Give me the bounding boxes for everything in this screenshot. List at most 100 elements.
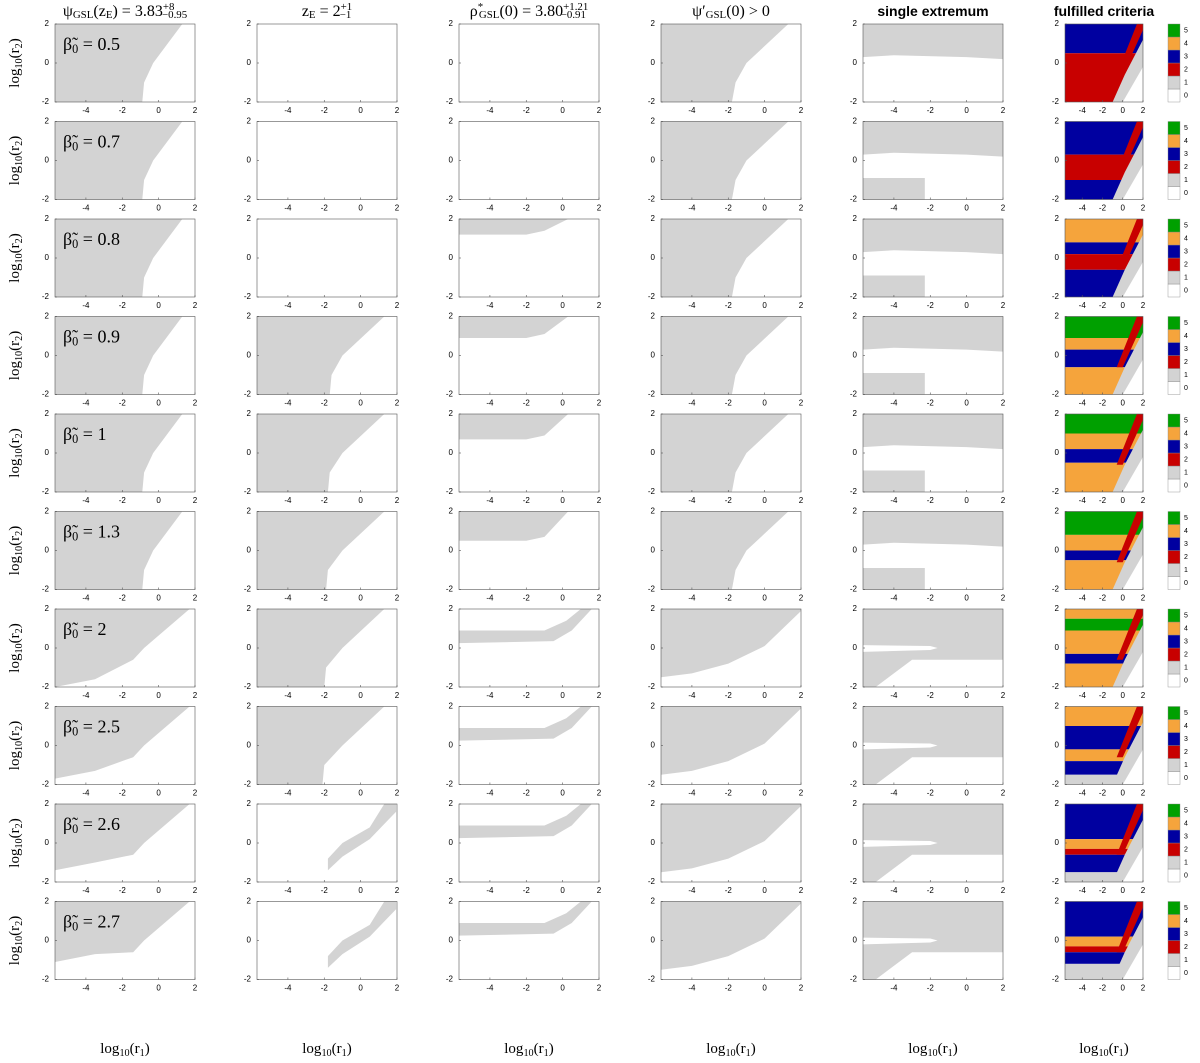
colorbar-label: 2 — [1184, 554, 1188, 561]
x-tick-label: 0 — [1121, 886, 1126, 895]
colorbar-label: 4 — [1184, 138, 1188, 145]
y-tick-label: -2 — [850, 682, 858, 691]
x-tick-label: 2 — [1001, 399, 1006, 408]
panel — [863, 414, 1003, 492]
text-part: 2 — [14, 531, 25, 536]
y-tick-label: 2 — [853, 312, 858, 321]
colorbar-label: 5 — [1184, 27, 1188, 34]
panel-frame — [256, 218, 398, 298]
x-tick-label: -2 — [1099, 106, 1107, 115]
panel — [1065, 706, 1143, 785]
region — [1122, 66, 1143, 102]
y-tick-label: 2 — [1055, 312, 1060, 321]
y-tick-label: -2 — [648, 97, 656, 106]
panel — [327, 804, 397, 871]
y-tick-label: 2 — [853, 799, 858, 808]
x-tick-label: -2 — [321, 496, 329, 505]
y-tick-label: 2 — [651, 799, 656, 808]
colorbar-label: 3 — [1184, 638, 1188, 645]
colorbar-label: 0 — [1184, 92, 1188, 99]
x-tick-label: 2 — [1001, 886, 1006, 895]
panel-frame — [458, 23, 600, 103]
y-tick-label: 0 — [45, 936, 50, 945]
text-part: log — [7, 946, 23, 966]
x-tick-label: 2 — [1001, 594, 1006, 603]
text-part: 0 — [72, 237, 78, 251]
x-tick-label: 2 — [395, 106, 400, 115]
panel — [1065, 511, 1143, 590]
y-tick-label: 2 — [853, 409, 858, 418]
x-tick-label: 2 — [193, 301, 198, 310]
x-tick-label: -4 — [1079, 594, 1087, 603]
text-part: 2 — [14, 433, 25, 438]
region — [661, 609, 801, 678]
y-tick-label: 2 — [45, 409, 50, 418]
y-tick-label: 0 — [449, 546, 454, 555]
text-part: = 2 — [78, 619, 106, 639]
colorbar-cell — [1167, 901, 1181, 915]
y-axis-label: log10(r2) — [7, 623, 24, 672]
y-tick-label: 2 — [651, 214, 656, 223]
colorbar-label: 1 — [1184, 859, 1188, 866]
region — [863, 316, 1003, 352]
x-axis-label: log10(r1) — [706, 1041, 755, 1058]
x-tick-label: -4 — [82, 301, 90, 310]
x-tick-label: 2 — [1141, 789, 1146, 798]
x-tick-label: 0 — [762, 984, 767, 993]
x-tick-label: 0 — [358, 594, 363, 603]
panel — [1065, 804, 1143, 882]
x-tick-label: 2 — [1001, 204, 1006, 213]
x-tick-label: -4 — [486, 204, 494, 213]
colorbar-cell — [1167, 23, 1181, 38]
panel — [55, 609, 190, 687]
x-tick-label: 2 — [799, 106, 804, 115]
colorbar-cell — [1167, 868, 1181, 883]
x-tick-label: 0 — [358, 789, 363, 798]
region — [1122, 164, 1143, 200]
x-tick-label: -4 — [284, 984, 292, 993]
panel — [459, 316, 569, 338]
colorbar-cell — [1167, 342, 1181, 356]
x-tick-label: -4 — [284, 789, 292, 798]
colorbar-cell — [1167, 329, 1181, 343]
region — [661, 706, 801, 775]
y-tick-label: 0 — [449, 58, 454, 67]
y-tick-label: -2 — [244, 487, 252, 496]
colorbar-cell — [1167, 231, 1181, 246]
x-tick-label: -4 — [1079, 886, 1087, 895]
x-tick-label: -2 — [1099, 691, 1107, 700]
region — [459, 511, 569, 541]
x-tick-label: 2 — [395, 496, 400, 505]
region — [1065, 24, 1143, 54]
y-tick-label: 0 — [1055, 156, 1060, 165]
y-tick-label: 2 — [45, 312, 50, 321]
y-tick-label: 2 — [853, 117, 858, 126]
y-axis-label: log10(r2) — [7, 526, 24, 575]
x-tick-label: -2 — [1099, 301, 1107, 310]
colorbar-cell — [1167, 257, 1181, 272]
x-tick-label: 0 — [762, 594, 767, 603]
region — [459, 804, 592, 839]
colorbar-label: 5 — [1184, 515, 1188, 522]
region — [1122, 554, 1143, 590]
region — [459, 316, 569, 338]
region — [661, 219, 789, 297]
colorbar-label: 2 — [1184, 456, 1188, 463]
x-tick-label: -4 — [688, 789, 696, 798]
x-tick-label: 0 — [560, 301, 565, 310]
y-tick-label: 0 — [247, 58, 252, 67]
y-tick-label: 2 — [1055, 604, 1060, 613]
region — [1065, 414, 1143, 434]
x-tick-label: -2 — [523, 301, 531, 310]
colorbar-label: 1 — [1184, 469, 1188, 476]
y-tick-label: 0 — [449, 156, 454, 165]
y-tick-label: 0 — [247, 546, 252, 555]
y-tick-label: 2 — [247, 799, 252, 808]
y-tick-label: 0 — [45, 546, 50, 555]
y-tick-label: -2 — [1052, 487, 1060, 496]
text-part: 10 — [14, 156, 25, 166]
row-label: β̃0 = 2.7 — [63, 912, 120, 934]
y-tick-label: 2 — [247, 19, 252, 28]
panel — [55, 804, 190, 871]
